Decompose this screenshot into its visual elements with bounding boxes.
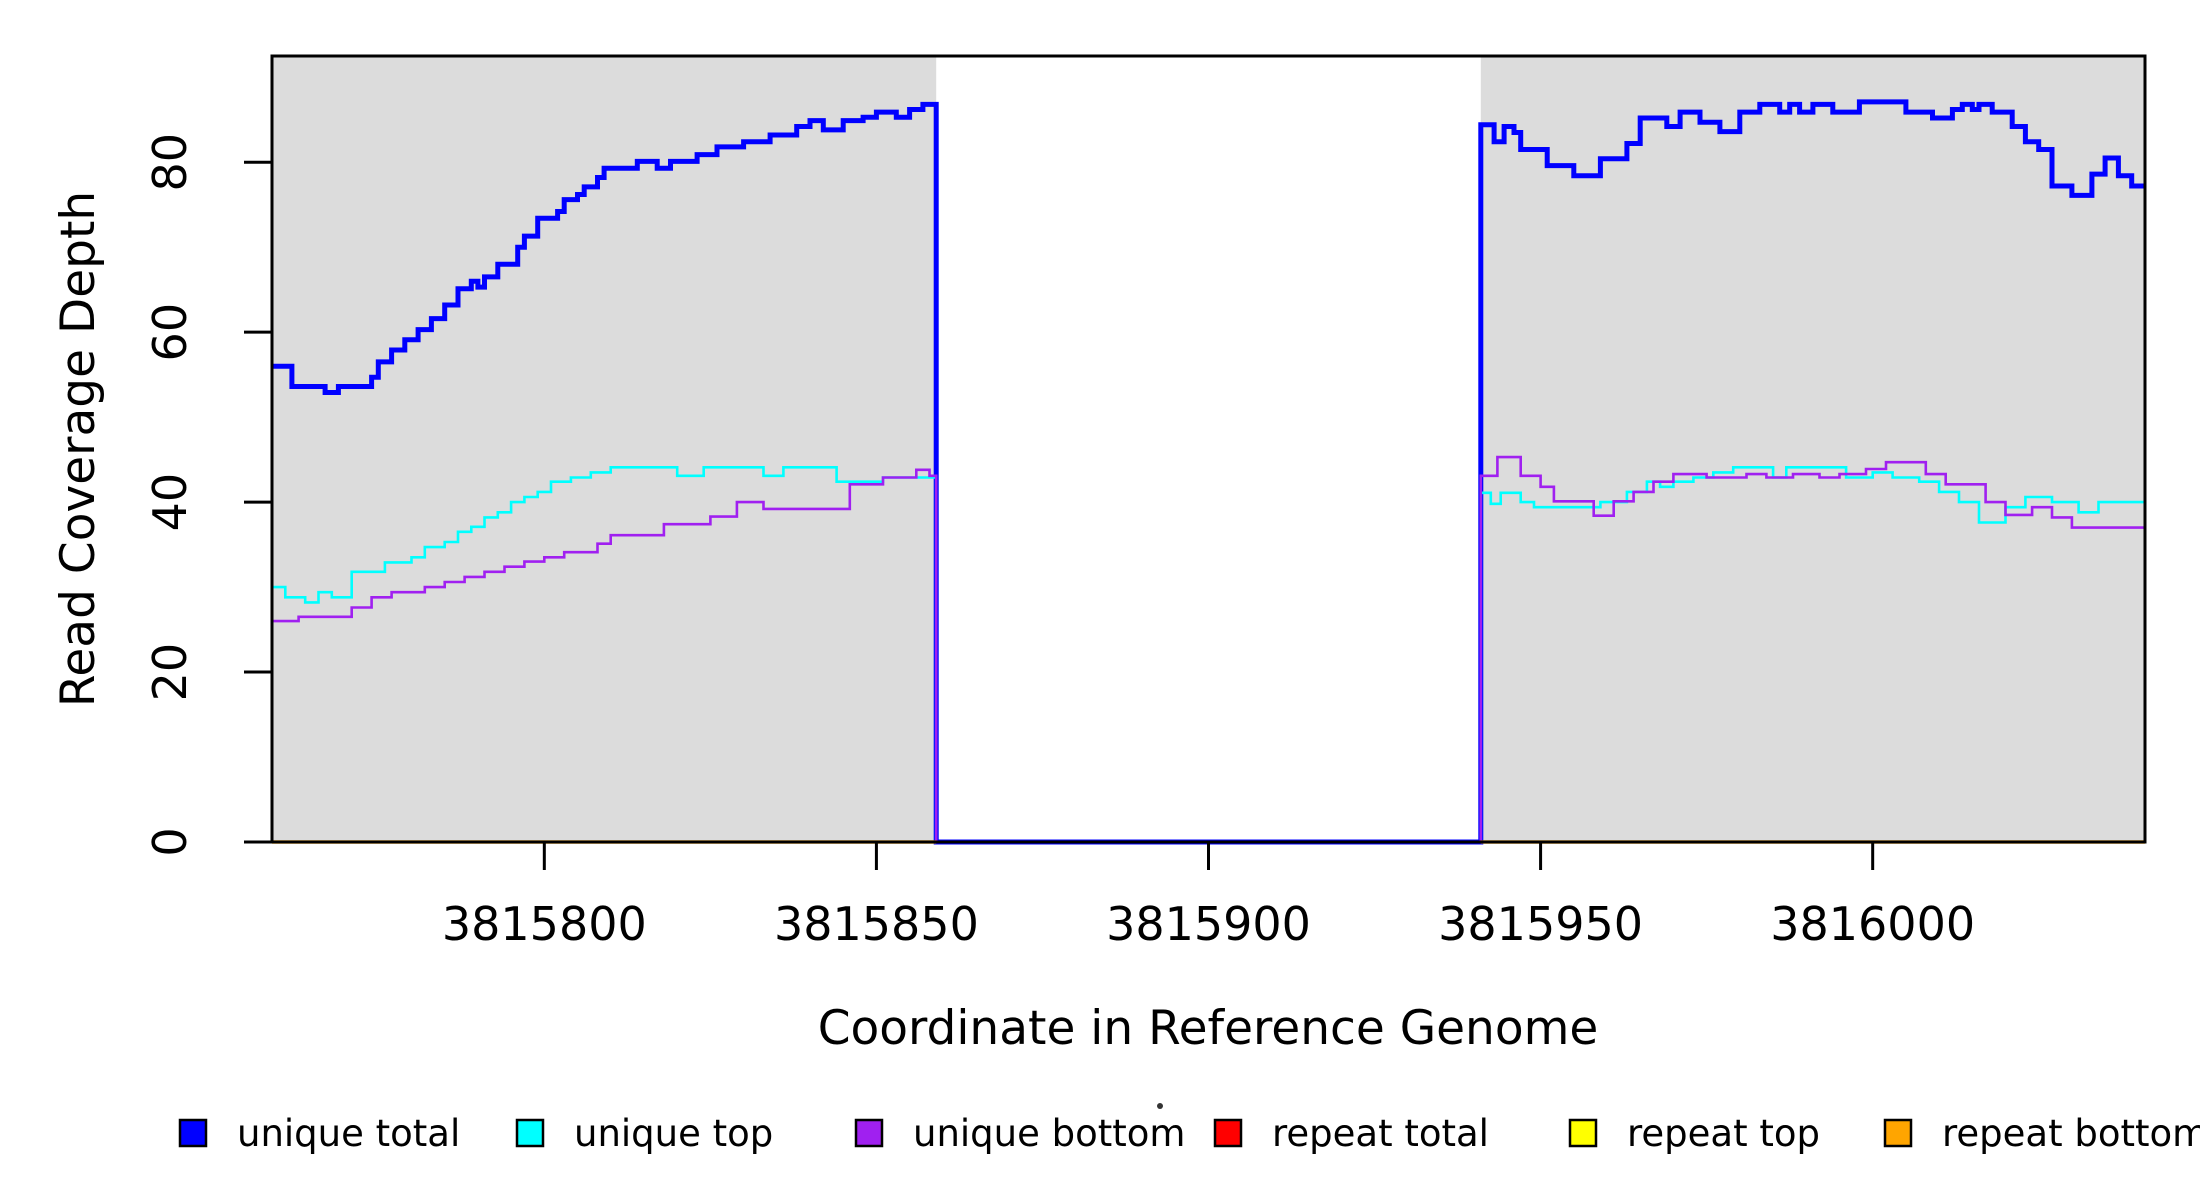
legend-label: repeat bottom <box>1942 1112 2200 1155</box>
x-tick-label: 3815800 <box>442 897 647 951</box>
legend-label: unique bottom <box>913 1112 1185 1155</box>
shaded-regions <box>272 56 2145 842</box>
y-tick-label: 0 <box>143 827 197 856</box>
y-tick-label: 80 <box>143 133 197 192</box>
y-axis-title: Read Coverage Depth <box>51 191 106 707</box>
x-axis-title: Coordinate in Reference Genome <box>818 1001 1599 1056</box>
stray-mark <box>1157 1103 1163 1109</box>
legend-swatch <box>1568 1118 1598 1148</box>
legend-label: unique top <box>574 1112 773 1155</box>
y-tick-label: 60 <box>143 303 197 362</box>
legend-swatch <box>1213 1118 1243 1148</box>
x-tick-label: 3815850 <box>774 897 979 951</box>
axes: 3815800 3815850 3815900 3815950 3816000 0 20 40… <box>143 133 1975 951</box>
y-tick-label: 20 <box>143 643 197 702</box>
legend-label: unique total <box>237 1112 460 1155</box>
legend-item-unique-top: unique top <box>515 1112 773 1155</box>
legend-item-unique-bottom: unique bottom <box>854 1112 1185 1155</box>
legend: unique total unique top unique bottom repea… <box>178 1112 2200 1155</box>
legend-swatch <box>854 1118 884 1148</box>
x-tick-label: 3816000 <box>1770 897 1975 951</box>
legend-item-repeat-bottom: repeat bottom <box>1883 1112 2200 1155</box>
y-tick-label: 40 <box>143 473 197 532</box>
x-tick-label: 3815950 <box>1438 897 1643 951</box>
shaded-region-0 <box>272 56 937 842</box>
legend-swatch <box>1883 1118 1913 1148</box>
legend-swatch <box>515 1118 545 1148</box>
shaded-region-1 <box>1480 56 2145 842</box>
legend-label: repeat total <box>1272 1112 1489 1155</box>
x-tick-label: 3815900 <box>1106 897 1311 951</box>
legend-item-repeat-total: repeat total <box>1213 1112 1489 1155</box>
series-unique-bottom <box>272 455 2145 844</box>
legend-label: repeat top <box>1627 1112 1820 1155</box>
legend-item-unique-total: unique total <box>178 1112 460 1155</box>
legend-swatch <box>178 1118 208 1148</box>
legend-item-repeat-top: repeat top <box>1568 1112 1820 1155</box>
series-unique-total <box>272 99 2145 845</box>
